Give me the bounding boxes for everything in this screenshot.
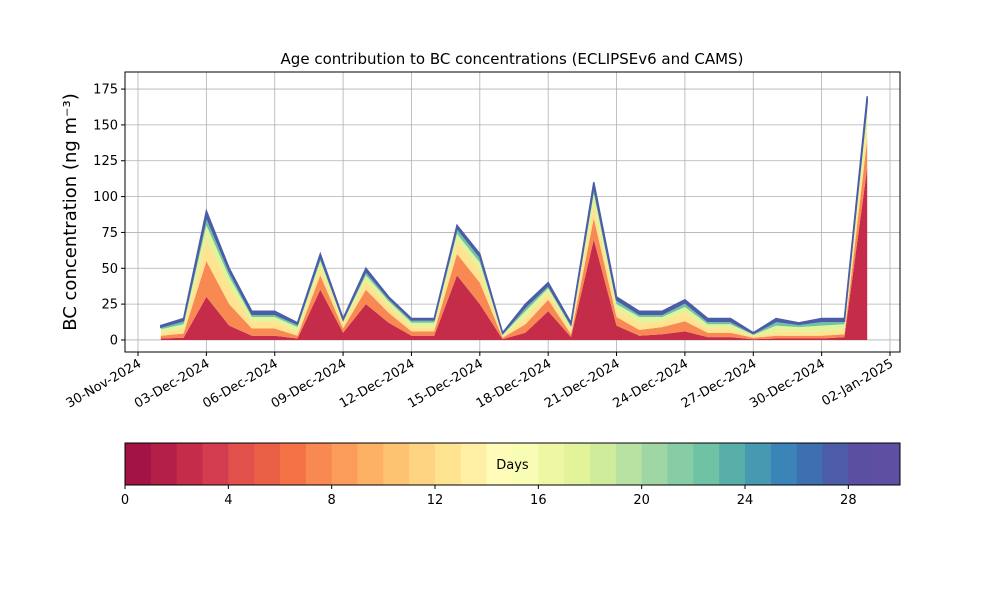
- colorbar-label: Days: [496, 458, 529, 473]
- colorbar-segment: [280, 443, 307, 485]
- y-tick-label: 25: [101, 298, 118, 313]
- colorbar-tick-label: 4: [224, 493, 232, 508]
- y-tick-label: 50: [101, 262, 118, 277]
- x-tick-label: 09-Dec-2024: [269, 356, 349, 411]
- colorbar-tick-label: 0: [121, 493, 129, 508]
- y-tick-label: 175: [93, 83, 118, 98]
- colorbar-segment: [719, 443, 746, 485]
- x-tick-label: 24-Dec-2024: [611, 356, 691, 411]
- colorbar-segment: [796, 443, 823, 485]
- colorbar-segment: [331, 443, 358, 485]
- colorbar-tick-label: 8: [328, 493, 336, 508]
- x-tick-label: 15-Dec-2024: [405, 356, 485, 411]
- colorbar-segment: [538, 443, 565, 485]
- x-tick-label: 27-Dec-2024: [679, 356, 759, 411]
- colorbar-segment: [254, 443, 281, 485]
- area-band: [160, 139, 868, 340]
- colorbar-tick-label: 28: [840, 493, 857, 508]
- colorbar-tick-label: 16: [530, 493, 547, 508]
- colorbar-segment: [409, 443, 436, 485]
- colorbar-segment: [641, 443, 668, 485]
- colorbar-segment: [745, 443, 772, 485]
- colorbar-tick-label: 24: [737, 493, 754, 508]
- colorbar-segment: [435, 443, 462, 485]
- colorbar-segment: [822, 443, 849, 485]
- x-tick-label: 03-Dec-2024: [132, 356, 212, 411]
- x-tick-label: 30-Nov-2024: [64, 356, 144, 411]
- colorbar-segment: [460, 443, 488, 485]
- area-band: [160, 102, 868, 335]
- x-tick-label: 18-Dec-2024: [474, 356, 554, 411]
- area-band: [160, 110, 868, 337]
- plot-frame: [124, 71, 901, 353]
- colorbar-segment: [486, 443, 513, 485]
- colorbar-tick-label: 12: [427, 493, 444, 508]
- x-tick-label: 30-Dec-2024: [747, 356, 827, 411]
- x-tick-label: 02-Jan-2025: [819, 356, 896, 409]
- area-band: [160, 96, 868, 336]
- colorbar-segment: [693, 443, 720, 485]
- colorbar-segment: [125, 443, 152, 485]
- y-tick-label: 150: [93, 118, 118, 133]
- y-tick-label: 0: [110, 333, 118, 348]
- colorbar-segment: [512, 443, 539, 485]
- colorbar-frame: [124, 442, 901, 486]
- colorbar-segment: [305, 443, 333, 485]
- y-tick-label: 100: [93, 190, 118, 205]
- colorbar-segment: [874, 443, 901, 485]
- y-tick-label: 75: [101, 226, 118, 241]
- y-tick-label: 125: [93, 154, 118, 169]
- x-tick-label: 06-Dec-2024: [200, 356, 280, 411]
- colorbar-segment: [564, 443, 591, 485]
- area-band: [160, 122, 868, 338]
- colorbar-segment: [228, 443, 255, 485]
- colorbar-segment: [590, 443, 617, 485]
- colorbar-segment: [770, 443, 798, 485]
- colorbar-segment: [202, 443, 229, 485]
- y-axis-label: BC concentration (ng m⁻³): [60, 93, 81, 331]
- chart-title: Age contribution to BC concentrations (E…: [281, 50, 744, 68]
- colorbar-segment: [176, 443, 203, 485]
- colorbar-segment: [667, 443, 694, 485]
- colorbar-segment: [357, 443, 384, 485]
- colorbar-segment: [150, 443, 178, 485]
- x-tick-label: 21-Dec-2024: [542, 356, 622, 411]
- x-tick-label: 12-Dec-2024: [337, 356, 417, 411]
- colorbar-segment: [615, 443, 643, 485]
- colorbar-tick-label: 20: [633, 493, 650, 508]
- colorbar-segment: [848, 443, 875, 485]
- colorbar-segment: [383, 443, 410, 485]
